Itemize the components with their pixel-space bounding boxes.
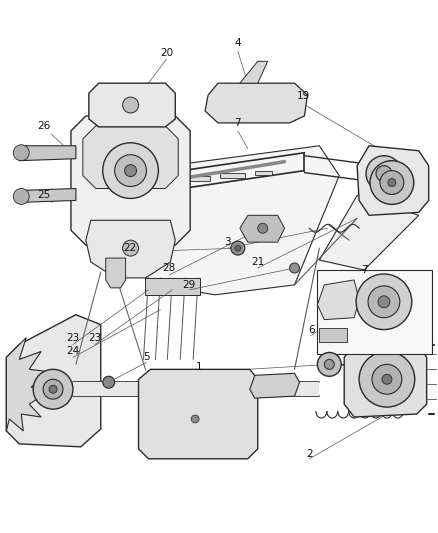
- Text: 20: 20: [160, 49, 173, 58]
- Polygon shape: [138, 369, 258, 459]
- Circle shape: [103, 143, 159, 198]
- Circle shape: [115, 155, 146, 187]
- Text: 26: 26: [38, 121, 51, 131]
- Text: 28: 28: [162, 263, 176, 273]
- Circle shape: [43, 379, 63, 399]
- Circle shape: [356, 274, 412, 329]
- Polygon shape: [73, 382, 319, 396]
- Polygon shape: [19, 146, 76, 160]
- Polygon shape: [344, 342, 427, 417]
- Polygon shape: [220, 173, 245, 177]
- Circle shape: [370, 160, 414, 204]
- Text: 29: 29: [183, 280, 196, 290]
- Polygon shape: [357, 146, 429, 215]
- Text: 6: 6: [308, 325, 315, 335]
- Text: 4: 4: [235, 38, 241, 49]
- Polygon shape: [106, 258, 126, 288]
- Circle shape: [318, 352, 341, 376]
- Polygon shape: [255, 171, 272, 175]
- Polygon shape: [86, 220, 175, 278]
- Text: 23: 23: [88, 333, 102, 343]
- Text: 2: 2: [306, 449, 313, 459]
- Polygon shape: [145, 278, 200, 295]
- Text: 22: 22: [123, 243, 136, 253]
- Polygon shape: [19, 189, 76, 203]
- Circle shape: [231, 241, 245, 255]
- Circle shape: [258, 223, 268, 233]
- Polygon shape: [83, 126, 178, 189]
- Circle shape: [13, 189, 29, 204]
- Circle shape: [33, 369, 73, 409]
- Circle shape: [376, 166, 392, 182]
- Circle shape: [235, 245, 241, 251]
- Text: 24: 24: [66, 346, 80, 357]
- Circle shape: [382, 374, 392, 384]
- Polygon shape: [7, 337, 49, 431]
- Polygon shape: [7, 314, 101, 447]
- Polygon shape: [71, 116, 190, 245]
- Text: 19: 19: [297, 91, 310, 101]
- Text: 3: 3: [225, 237, 231, 247]
- Text: 1: 1: [196, 362, 202, 373]
- Circle shape: [378, 296, 390, 308]
- Circle shape: [324, 359, 334, 369]
- Text: 21: 21: [251, 257, 265, 267]
- Circle shape: [123, 97, 138, 113]
- Circle shape: [191, 415, 199, 423]
- Circle shape: [49, 385, 57, 393]
- Polygon shape: [240, 215, 285, 242]
- Text: 7: 7: [361, 265, 367, 275]
- Circle shape: [103, 376, 115, 388]
- Polygon shape: [185, 175, 210, 181]
- Circle shape: [13, 145, 29, 160]
- Polygon shape: [319, 328, 347, 342]
- Polygon shape: [319, 196, 419, 270]
- Polygon shape: [318, 280, 359, 320]
- Circle shape: [388, 179, 396, 187]
- Bar: [318, 270, 431, 354]
- Circle shape: [124, 165, 137, 176]
- Circle shape: [366, 156, 402, 191]
- Polygon shape: [205, 83, 307, 123]
- Circle shape: [359, 351, 415, 407]
- Polygon shape: [89, 83, 175, 127]
- Circle shape: [372, 365, 402, 394]
- Circle shape: [368, 286, 400, 318]
- Text: 7: 7: [235, 118, 241, 128]
- Text: 23: 23: [66, 333, 80, 343]
- Circle shape: [290, 263, 300, 273]
- Polygon shape: [250, 373, 300, 398]
- Text: 25: 25: [38, 190, 51, 200]
- Circle shape: [123, 240, 138, 256]
- Polygon shape: [240, 61, 268, 83]
- Circle shape: [380, 171, 404, 195]
- Polygon shape: [131, 146, 339, 295]
- Text: 5: 5: [143, 352, 150, 362]
